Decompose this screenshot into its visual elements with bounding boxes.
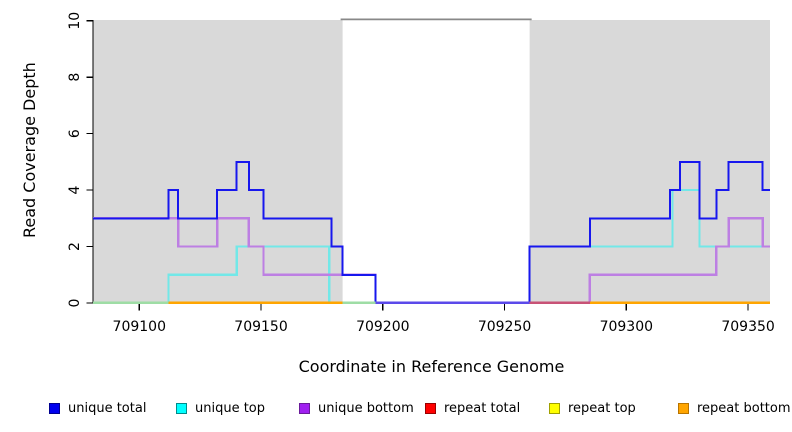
legend: unique total unique top unique bottom re… bbox=[0, 399, 792, 419]
legend-swatch-unique-total bbox=[49, 402, 60, 414]
x-tick-label: 709300 bbox=[600, 319, 653, 335]
repeat-region-shade bbox=[93, 20, 343, 304]
y-tick-label: 0 bbox=[67, 299, 83, 308]
legend-swatch-repeat-total bbox=[425, 402, 436, 414]
legend-swatch-unique-bottom bbox=[299, 402, 310, 414]
legend-item-repeat-bottom: repeat bottom bbox=[678, 399, 791, 417]
x-tick-label: 709200 bbox=[356, 319, 409, 335]
x-tick-label: 709100 bbox=[113, 319, 166, 335]
legend-item-repeat-total: repeat total bbox=[425, 399, 520, 417]
y-tick-label: 2 bbox=[67, 242, 83, 251]
legend-swatch-repeat-top bbox=[549, 402, 560, 414]
legend-swatch-repeat-bottom bbox=[678, 402, 689, 414]
y-tick-label: 10 bbox=[67, 12, 83, 30]
legend-item-unique-total: unique total bbox=[49, 399, 146, 417]
y-axis-title: Read Coverage Depth bbox=[20, 62, 39, 238]
y-tick-label: 8 bbox=[67, 73, 83, 82]
legend-label-unique-bottom: unique bottom bbox=[318, 400, 414, 416]
legend-label-repeat-top: repeat top bbox=[568, 400, 636, 416]
legend-label-repeat-bottom: repeat bottom bbox=[697, 400, 791, 416]
y-tick-label: 6 bbox=[67, 129, 83, 138]
x-axis-title: Coordinate in Reference Genome bbox=[298, 357, 565, 376]
legend-item-unique-bottom: unique bottom bbox=[299, 399, 414, 417]
legend-label-repeat-total: repeat total bbox=[444, 400, 521, 416]
x-tick-label: 709350 bbox=[721, 319, 774, 335]
series-unique-total bbox=[93, 160, 770, 304]
x-tick-label: 709250 bbox=[478, 319, 531, 335]
legend-swatch-unique-top bbox=[176, 402, 187, 414]
legend-label-unique-total: unique total bbox=[68, 400, 147, 416]
legend-item-repeat-top: repeat top bbox=[549, 399, 636, 417]
legend-label-unique-top: unique top bbox=[195, 400, 266, 416]
x-tick-label: 709150 bbox=[234, 319, 287, 335]
legend-item-unique-top: unique top bbox=[176, 399, 265, 417]
y-tick-label: 4 bbox=[67, 186, 83, 195]
